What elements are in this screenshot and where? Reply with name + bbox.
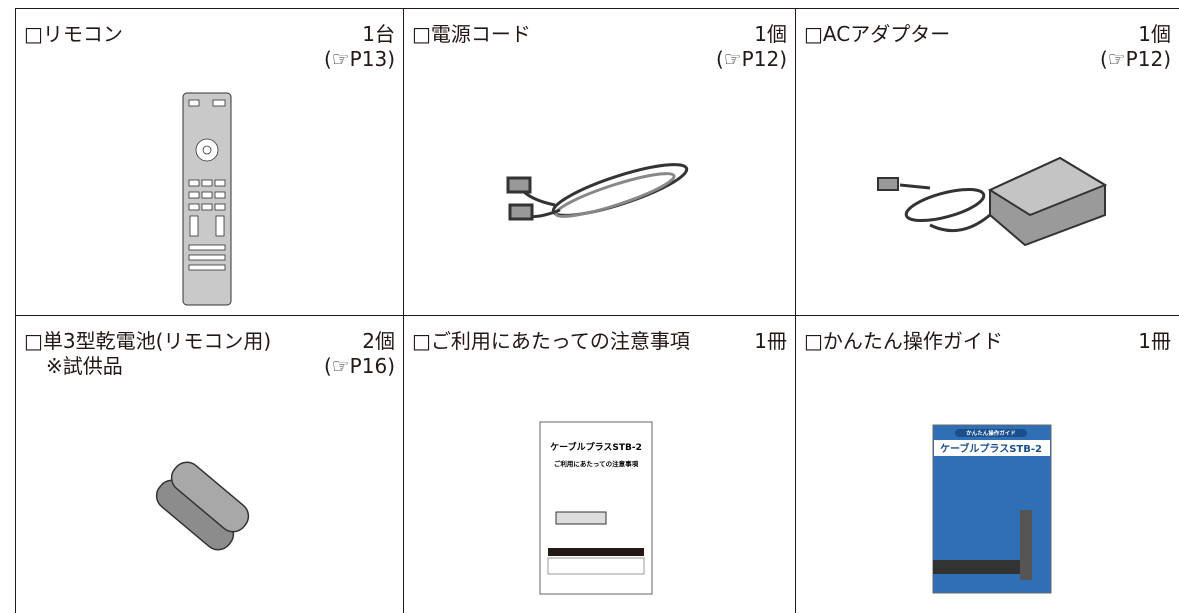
notice-booklet: ケーブルプラスSTB-2 ご利用にあたっての注意事項 — [539, 421, 653, 595]
guide-booklet: かんたん操作ガイド ケーブルプラスSTB-2 — [932, 424, 1052, 594]
item-name: □ご利用にあたっての注意事項 — [412, 329, 690, 353]
item-cell: □単3型乾電池(リモコン用) 2個 ※試供品 (☞P16) — [15, 315, 403, 613]
item-quantity: 1個 — [754, 22, 787, 46]
adapter-illustration — [877, 156, 1108, 247]
item-name: □電源コード — [412, 22, 531, 46]
remote-illustration — [182, 92, 232, 306]
item-name: □かんたん操作ガイド — [804, 329, 1003, 353]
guide-title: ケーブルプラスSTB-2 — [940, 442, 1042, 455]
item-quantity: 2個 — [362, 329, 395, 353]
item-cell: □ご利用にあたっての注意事項 1冊 — [403, 315, 795, 613]
item-quantity: 1台 — [362, 22, 395, 46]
page-reference: (☞P16) — [323, 354, 395, 378]
item-quantity: 1冊 — [1138, 329, 1171, 353]
battery-illustration — [155, 461, 250, 551]
item-name: □リモコン — [24, 22, 123, 46]
page-reference: (☞P13) — [323, 47, 395, 71]
item-note: ※試供品 — [46, 354, 123, 378]
power-cord-illustration — [506, 163, 689, 221]
item-quantity: 1冊 — [754, 329, 787, 353]
page-reference: (☞P12) — [1099, 47, 1171, 71]
guide-label: かんたん操作ガイド — [966, 429, 1016, 437]
booklet-subtitle: ご利用にあたっての注意事項 — [554, 459, 639, 468]
item-cell: □ACアダプター 1個 (☞P12) — [795, 8, 1179, 315]
booklet-title: ケーブルプラスSTB-2 — [550, 441, 642, 453]
item-cell: □電源コード 1個 (☞P12) — [403, 8, 795, 315]
page-reference: (☞P12) — [715, 47, 787, 71]
item-name: □ACアダプター — [804, 22, 951, 46]
item-cell: □かんたん操作ガイド 1冊 — [795, 315, 1179, 613]
item-name: □単3型乾電池(リモコン用) — [24, 329, 272, 353]
item-quantity: 1個 — [1138, 22, 1171, 46]
item-cell: □リモコン 1台 (☞P13) — [15, 8, 403, 315]
